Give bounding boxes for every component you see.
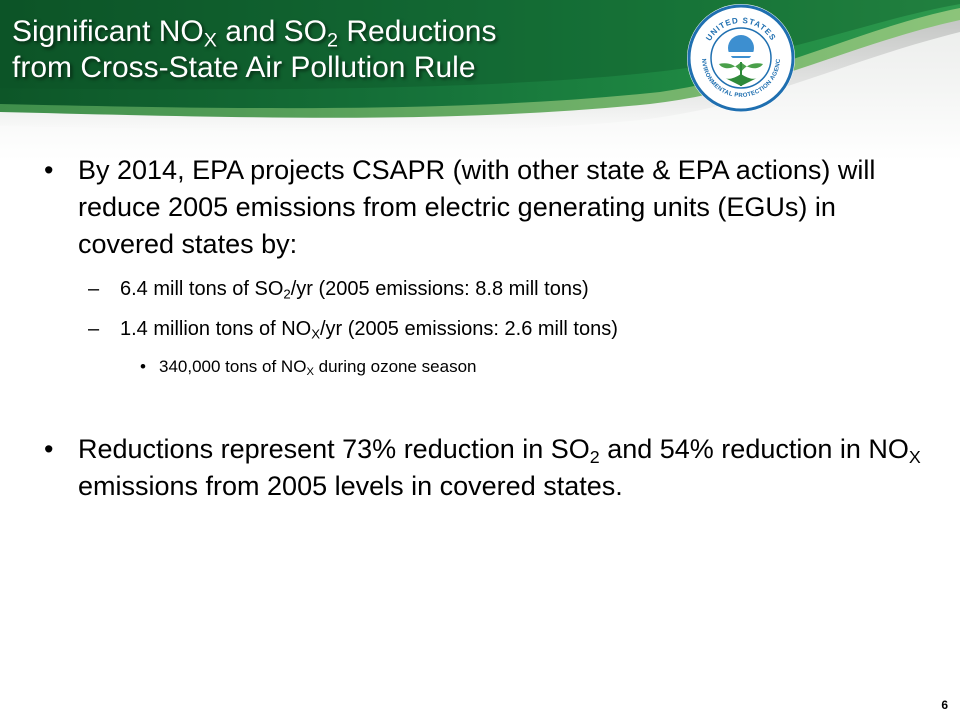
slide-content: • By 2014, EPA projects CSAPR (with othe… bbox=[44, 152, 924, 505]
page-number: 6 bbox=[941, 698, 948, 712]
bullet-dot: • bbox=[44, 434, 54, 464]
bullet-1-sub-2: – 1.4 million tons of NOX/yr (2005 emiss… bbox=[44, 315, 924, 343]
epa-seal-icon: UNITED STATES ENVIRONMENTAL PROTECTION A… bbox=[685, 2, 795, 112]
bullet-2: • Reductions represent 73% reduction in … bbox=[44, 431, 924, 505]
bullet-dot: • bbox=[140, 357, 146, 376]
slide-title: Significant NOX and SO2 Reductions from … bbox=[12, 14, 662, 86]
bullet-1-sub-2-sub-1: • 340,000 tons of NOX during ozone seaso… bbox=[140, 357, 477, 379]
dash-marker: – bbox=[88, 318, 100, 340]
bullet-1: • By 2014, EPA projects CSAPR (with othe… bbox=[44, 152, 924, 263]
spacer bbox=[44, 379, 924, 431]
dash-marker: – bbox=[88, 278, 100, 300]
title-line-2: from Cross-State Air Pollution Rule bbox=[12, 51, 476, 84]
bullet-1-text: By 2014, EPA projects CSAPR (with other … bbox=[78, 155, 876, 259]
bullet-dot: • bbox=[44, 155, 54, 185]
title-line-1: Significant NOX and SO2 Reductions bbox=[12, 15, 497, 52]
bullet-1-sub-1: – 6.4 mill tons of SO2/yr (2005 emission… bbox=[44, 275, 924, 303]
